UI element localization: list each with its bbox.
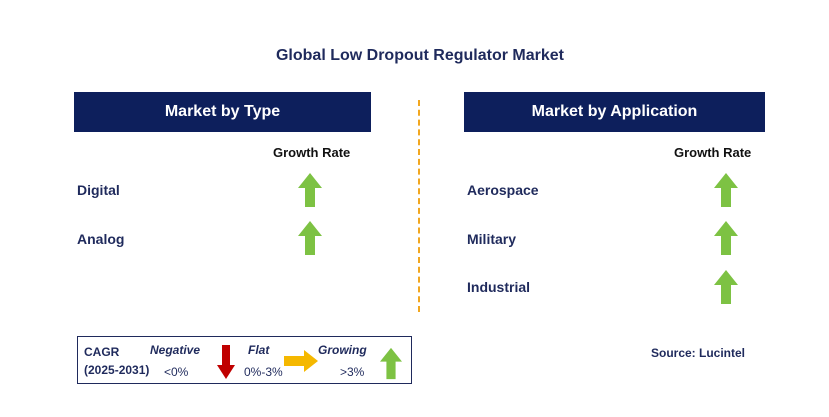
- legend-growing-label: Growing: [318, 343, 367, 357]
- application-growth-rate-label: Growth Rate: [674, 145, 752, 160]
- growing-up-arrow-icon: [298, 173, 322, 207]
- cagr-legend: CAGR (2025-2031) Negative <0% Flat 0%-3%…: [77, 336, 412, 384]
- legend-negative-range: <0%: [164, 365, 189, 379]
- application-row-label: Military: [467, 231, 517, 247]
- legend-period: (2025-2031): [84, 363, 150, 377]
- legend-flat-label: Flat: [248, 343, 270, 357]
- growing-up-arrow-icon: [380, 347, 402, 380]
- panel-divider: [418, 100, 420, 312]
- legend-negative-label: Negative: [150, 343, 201, 357]
- growing-up-arrow-icon: [714, 173, 738, 207]
- growing-up-arrow-icon: [714, 270, 738, 304]
- growing-up-arrow-icon: [298, 221, 322, 255]
- legend-flat-range: 0%-3%: [244, 365, 283, 379]
- growing-up-arrow-icon: [714, 221, 738, 255]
- application-panel-header: Market by Application: [464, 92, 765, 132]
- flat-right-arrow-icon: [284, 350, 318, 372]
- type-panel-header: Market by Type: [74, 92, 371, 132]
- legend-growing-range: >3%: [340, 365, 365, 379]
- application-row-label: Industrial: [467, 279, 531, 295]
- application-row-label: Aerospace: [467, 182, 539, 198]
- negative-down-arrow-icon: [217, 345, 235, 379]
- source-text: Source: Lucintel: [651, 346, 746, 360]
- type-panel-title: Market by Type: [164, 103, 281, 120]
- type-row-label: Analog: [77, 231, 125, 247]
- type-growth-rate-label: Growth Rate: [273, 145, 351, 160]
- application-panel-title: Market by Application: [531, 103, 698, 120]
- page-title: Global Low Dropout Regulator Market: [275, 47, 564, 64]
- legend-cagr-label: CAGR: [84, 345, 120, 359]
- type-row-label: Digital: [77, 182, 120, 198]
